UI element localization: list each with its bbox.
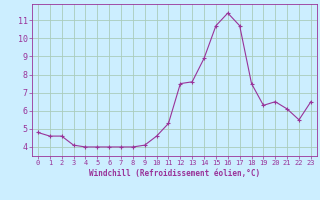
- X-axis label: Windchill (Refroidissement éolien,°C): Windchill (Refroidissement éolien,°C): [89, 169, 260, 178]
